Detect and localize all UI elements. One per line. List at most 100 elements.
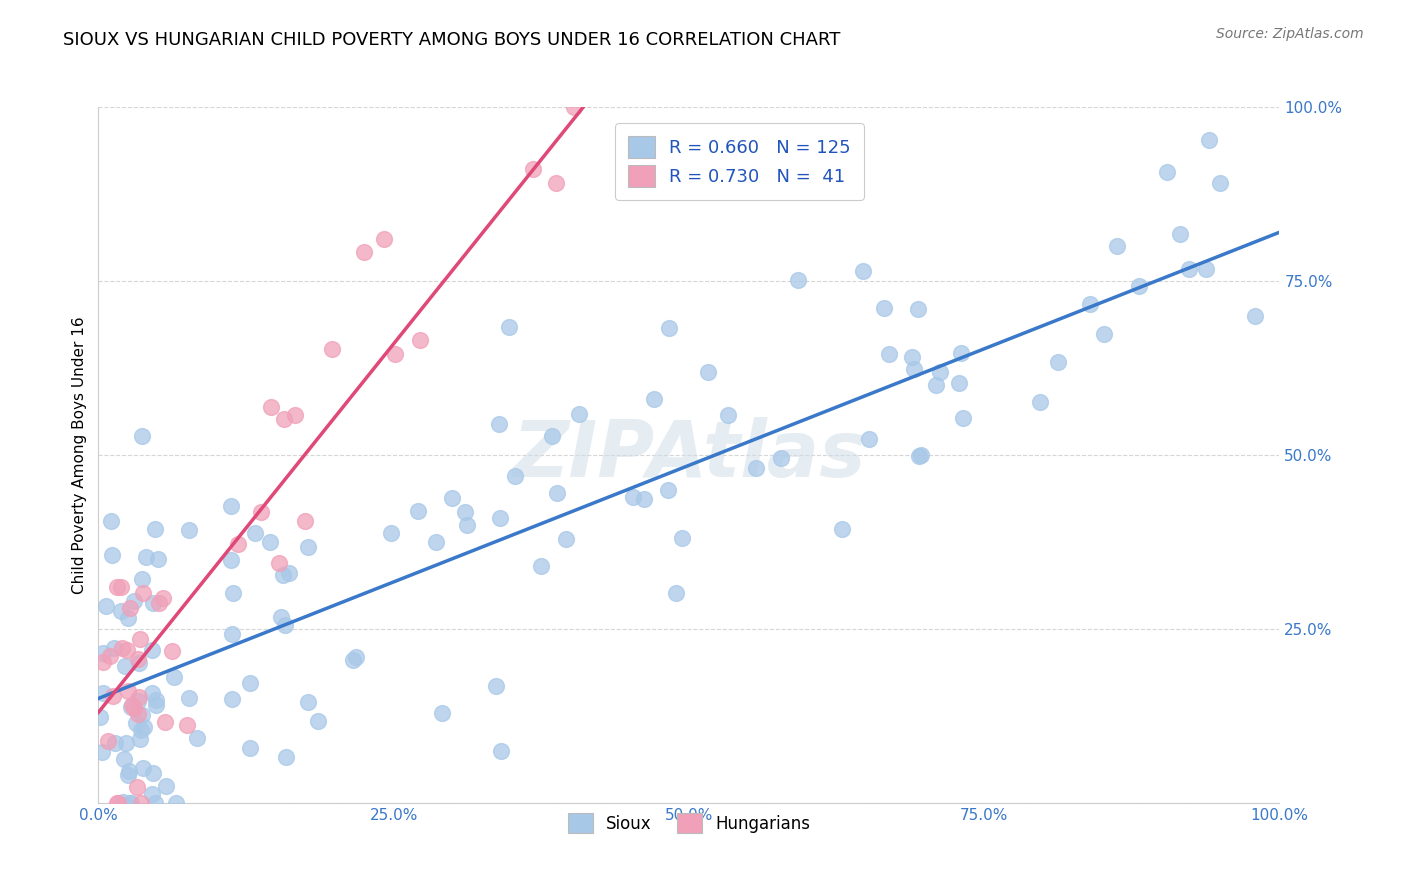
Point <box>145 698 167 712</box>
Point <box>643 392 665 407</box>
Point <box>117 768 139 782</box>
Point <box>105 580 128 594</box>
Point <box>284 408 307 422</box>
Point <box>1046 355 1069 369</box>
Point <box>245 526 267 541</box>
Point <box>925 378 948 392</box>
Point <box>122 593 145 607</box>
Point <box>121 698 143 712</box>
Point <box>127 652 149 666</box>
Point <box>89 710 111 724</box>
Point <box>621 490 644 504</box>
Point <box>117 611 139 625</box>
Point <box>425 535 447 549</box>
Point <box>103 641 125 656</box>
Point <box>952 410 974 425</box>
Point <box>160 643 183 657</box>
Point <box>110 580 132 594</box>
Point <box>118 764 141 778</box>
Point <box>484 680 506 694</box>
Point <box>115 736 138 750</box>
Point <box>221 691 243 706</box>
Point <box>221 626 243 640</box>
Point <box>1178 261 1201 276</box>
Point <box>110 604 132 618</box>
Point <box>908 449 931 463</box>
Point <box>787 273 810 287</box>
Point <box>1107 239 1129 253</box>
Point <box>657 483 679 498</box>
Point <box>901 351 924 365</box>
Point <box>522 161 544 176</box>
Point <box>505 469 527 483</box>
Point <box>489 511 512 525</box>
Point <box>135 549 157 564</box>
Point <box>877 347 900 361</box>
Point <box>107 796 129 810</box>
Point <box>1244 309 1267 323</box>
Point <box>491 744 513 758</box>
Point <box>100 514 122 528</box>
Point <box>129 723 152 737</box>
Point <box>120 699 142 714</box>
Point <box>141 788 163 802</box>
Point <box>633 491 655 506</box>
Point <box>131 428 153 442</box>
Point <box>129 796 152 810</box>
Point <box>770 451 793 466</box>
Point <box>456 517 478 532</box>
Point <box>277 566 299 580</box>
Point <box>907 301 929 316</box>
Point <box>163 670 186 684</box>
Point <box>128 656 150 670</box>
Point <box>219 553 242 567</box>
Point <box>307 714 329 729</box>
Point <box>98 649 121 664</box>
Point <box>658 320 681 334</box>
Point <box>112 751 135 765</box>
Point <box>118 601 141 615</box>
Point <box>353 245 375 260</box>
Point <box>270 610 292 624</box>
Point <box>219 500 242 514</box>
Point <box>101 689 124 703</box>
Point <box>488 417 510 431</box>
Point <box>406 504 429 518</box>
Point <box>148 596 170 610</box>
Point <box>950 346 973 360</box>
Text: SIOUX VS HUNGARIAN CHILD POVERTY AMONG BOYS UNDER 16 CORRELATION CHART: SIOUX VS HUNGARIAN CHILD POVERTY AMONG B… <box>63 31 841 49</box>
Point <box>852 264 875 278</box>
Point <box>342 653 364 667</box>
Point <box>665 586 688 600</box>
Point <box>321 343 343 357</box>
Point <box>122 700 145 714</box>
Point <box>671 531 693 545</box>
Y-axis label: Child Poverty Among Boys Under 16: Child Poverty Among Boys Under 16 <box>72 316 87 594</box>
Point <box>222 586 245 600</box>
Point <box>260 400 283 414</box>
Point <box>297 540 319 554</box>
Point <box>91 686 114 700</box>
Point <box>129 732 152 747</box>
Point <box>384 347 406 361</box>
Point <box>104 736 127 750</box>
Point <box>1092 326 1115 341</box>
Point <box>105 796 128 810</box>
Point <box>910 448 932 462</box>
Point <box>179 523 201 537</box>
Point <box>239 675 262 690</box>
Point <box>142 596 165 610</box>
Point <box>111 640 134 655</box>
Point <box>948 376 970 390</box>
Point <box>498 320 520 334</box>
Point <box>115 643 138 657</box>
Point <box>273 411 295 425</box>
Point <box>546 486 568 500</box>
Point <box>127 780 149 794</box>
Point <box>1170 227 1192 241</box>
Point <box>131 708 153 723</box>
Point <box>152 591 174 606</box>
Point <box>127 694 149 708</box>
Point <box>132 586 155 600</box>
Point <box>127 706 149 721</box>
